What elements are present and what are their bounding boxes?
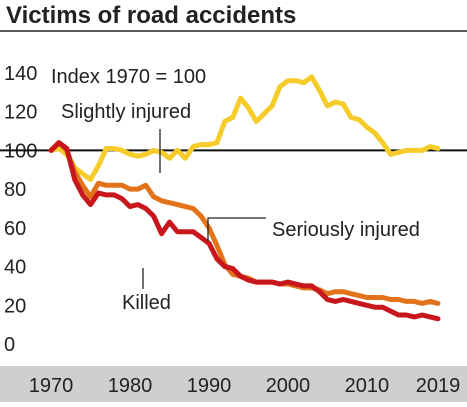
chart-title: Victims of road accidents bbox=[6, 2, 296, 29]
leader-line-seriously-injured bbox=[207, 217, 266, 241]
series-label-seriously-injured: Seriously injured bbox=[272, 219, 420, 241]
y-tick-label-80: 80 bbox=[4, 179, 26, 201]
series-label-slightly-injured: Slightly injured bbox=[61, 101, 191, 123]
x-tick-label-2019: 2019 bbox=[416, 375, 461, 397]
x-axis-ticks: 1970 1980 1990 2000 2010 2019 bbox=[29, 375, 461, 397]
index-label: Index 1970 = 100 bbox=[51, 66, 206, 88]
series-line-killed bbox=[48, 140, 441, 322]
x-tick-label-2000: 2000 bbox=[266, 375, 311, 397]
x-tick-label-1980: 1980 bbox=[108, 375, 153, 397]
x-tick-label-1990: 1990 bbox=[187, 375, 232, 397]
y-tick-label-60: 60 bbox=[4, 218, 26, 240]
series-line-slightly-injured bbox=[48, 74, 441, 182]
x-tick-label-1970: 1970 bbox=[29, 375, 74, 397]
series-label-killed: Killed bbox=[122, 292, 171, 314]
y-tick-label-140: 140 bbox=[4, 63, 37, 85]
y-tick-label-40: 40 bbox=[4, 257, 26, 279]
x-tick-label-2010: 2010 bbox=[345, 375, 390, 397]
y-tick-label-20: 20 bbox=[4, 295, 26, 317]
series-labels: Slightly injured Seriously injured Kille… bbox=[61, 101, 420, 314]
y-tick-label-0: 0 bbox=[4, 334, 15, 356]
x-axis-band bbox=[0, 366, 467, 402]
series-layer bbox=[48, 74, 441, 322]
y-tick-label-120: 120 bbox=[4, 102, 37, 124]
